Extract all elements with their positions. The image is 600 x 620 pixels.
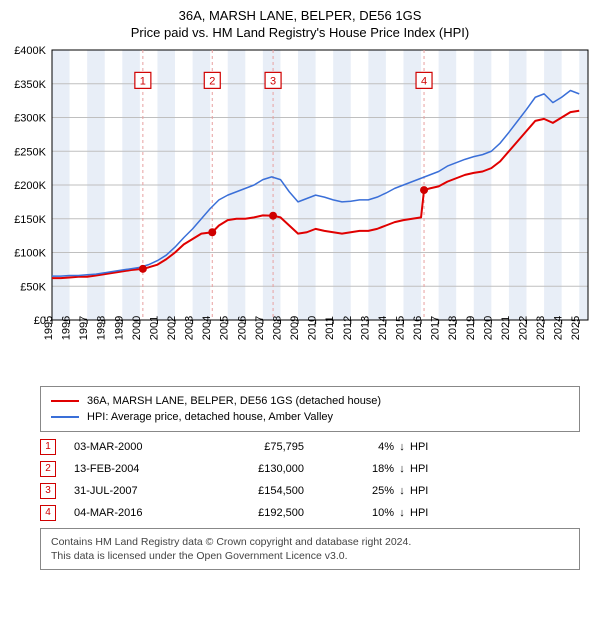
title-address: 36A, MARSH LANE, BELPER, DE56 1GS <box>0 8 600 23</box>
sale-price: £130,000 <box>204 463 304 475</box>
svg-text:1: 1 <box>140 75 146 87</box>
sale-row: 2 13-FEB-2004£130,00018%↓HPI <box>40 458 580 480</box>
svg-text:2: 2 <box>209 75 215 87</box>
svg-text:3: 3 <box>270 75 276 87</box>
sale-row: 3 31-JUL-2007£154,50025%↓HPI <box>40 480 580 502</box>
svg-text:2006: 2006 <box>236 316 248 340</box>
legend-label: 36A, MARSH LANE, BELPER, DE56 1GS (detac… <box>87 395 381 407</box>
svg-text:2010: 2010 <box>307 316 319 340</box>
svg-text:2021: 2021 <box>500 316 512 340</box>
svg-text:2022: 2022 <box>517 316 529 340</box>
sale-row: 4 04-MAR-2016£192,50010%↓HPI <box>40 502 580 524</box>
svg-text:2014: 2014 <box>377 316 389 340</box>
svg-text:£300K: £300K <box>14 113 46 125</box>
down-arrow-icon: ↓ <box>394 485 410 497</box>
sale-date: 13-FEB-2004 <box>74 463 204 475</box>
down-arrow-icon: ↓ <box>394 507 410 519</box>
sale-marker-icon: 3 <box>40 483 56 499</box>
sale-marker-icon: 4 <box>40 505 56 521</box>
legend-row: 36A, MARSH LANE, BELPER, DE56 1GS (detac… <box>51 393 569 409</box>
footer-line2: This data is licensed under the Open Gov… <box>51 549 569 563</box>
svg-text:1995: 1995 <box>43 316 55 340</box>
sale-pct: 18% <box>304 463 394 475</box>
sale-hpi-label: HPI <box>410 441 450 453</box>
sale-date: 03-MAR-2000 <box>74 441 204 453</box>
svg-text:1998: 1998 <box>96 316 108 340</box>
svg-text:2015: 2015 <box>394 316 406 340</box>
svg-text:2012: 2012 <box>342 316 354 340</box>
svg-text:2024: 2024 <box>553 316 565 340</box>
sales-table: 103-MAR-2000£75,7954%↓HPI213-FEB-2004£13… <box>40 436 580 524</box>
down-arrow-icon: ↓ <box>394 463 410 475</box>
sale-marker-icon: 2 <box>40 461 56 477</box>
svg-text:1996: 1996 <box>61 316 73 340</box>
svg-text:2013: 2013 <box>359 316 371 340</box>
sale-row: 1 03-MAR-2000£75,7954%↓HPI <box>40 436 580 458</box>
svg-text:2001: 2001 <box>148 316 160 340</box>
svg-text:2017: 2017 <box>430 316 442 340</box>
legend-swatch <box>51 416 79 418</box>
chart-area: £0£50K£100K£150K£200K£250K£300K£350K£400… <box>0 40 600 380</box>
data-attribution: Contains HM Land Registry data © Crown c… <box>40 528 580 570</box>
sale-hpi-label: HPI <box>410 463 450 475</box>
svg-text:2005: 2005 <box>219 316 231 340</box>
legend-swatch <box>51 400 79 402</box>
legend: 36A, MARSH LANE, BELPER, DE56 1GS (detac… <box>40 386 580 432</box>
sale-date: 31-JUL-2007 <box>74 485 204 497</box>
sale-marker-icon: 1 <box>40 439 56 455</box>
sale-hpi-label: HPI <box>410 485 450 497</box>
svg-text:2008: 2008 <box>271 316 283 340</box>
svg-text:2020: 2020 <box>482 316 494 340</box>
svg-text:2002: 2002 <box>166 316 178 340</box>
sale-date: 04-MAR-2016 <box>74 507 204 519</box>
sale-pct: 25% <box>304 485 394 497</box>
sale-pct: 10% <box>304 507 394 519</box>
svg-text:£150K: £150K <box>14 214 46 226</box>
legend-label: HPI: Average price, detached house, Ambe… <box>87 411 333 423</box>
title-subtitle: Price paid vs. HM Land Registry's House … <box>0 25 600 40</box>
svg-text:£100K: £100K <box>14 248 46 260</box>
svg-text:2018: 2018 <box>447 316 459 340</box>
svg-text:1999: 1999 <box>113 316 125 340</box>
svg-text:1997: 1997 <box>78 316 90 340</box>
sale-price: £75,795 <box>204 441 304 453</box>
svg-text:2019: 2019 <box>465 316 477 340</box>
svg-text:2003: 2003 <box>184 316 196 340</box>
chart-titles: 36A, MARSH LANE, BELPER, DE56 1GS Price … <box>0 0 600 40</box>
svg-text:2009: 2009 <box>289 316 301 340</box>
svg-text:2007: 2007 <box>254 316 266 340</box>
svg-text:2004: 2004 <box>201 316 213 340</box>
svg-text:£400K: £400K <box>14 45 46 57</box>
price-chart: £0£50K£100K£150K£200K£250K£300K£350K£400… <box>0 40 600 380</box>
svg-text:2016: 2016 <box>412 316 424 340</box>
svg-text:2000: 2000 <box>131 316 143 340</box>
svg-text:£200K: £200K <box>14 180 46 192</box>
sale-pct: 4% <box>304 441 394 453</box>
svg-text:£250K: £250K <box>14 146 46 158</box>
svg-text:4: 4 <box>421 75 427 87</box>
footer-line1: Contains HM Land Registry data © Crown c… <box>51 535 569 549</box>
svg-text:2023: 2023 <box>535 316 547 340</box>
sale-price: £154,500 <box>204 485 304 497</box>
sale-hpi-label: HPI <box>410 507 450 519</box>
svg-text:£350K: £350K <box>14 79 46 91</box>
down-arrow-icon: ↓ <box>394 441 410 453</box>
legend-row: HPI: Average price, detached house, Ambe… <box>51 409 569 425</box>
svg-text:£50K: £50K <box>20 281 46 293</box>
sale-price: £192,500 <box>204 507 304 519</box>
svg-text:2025: 2025 <box>570 316 582 340</box>
